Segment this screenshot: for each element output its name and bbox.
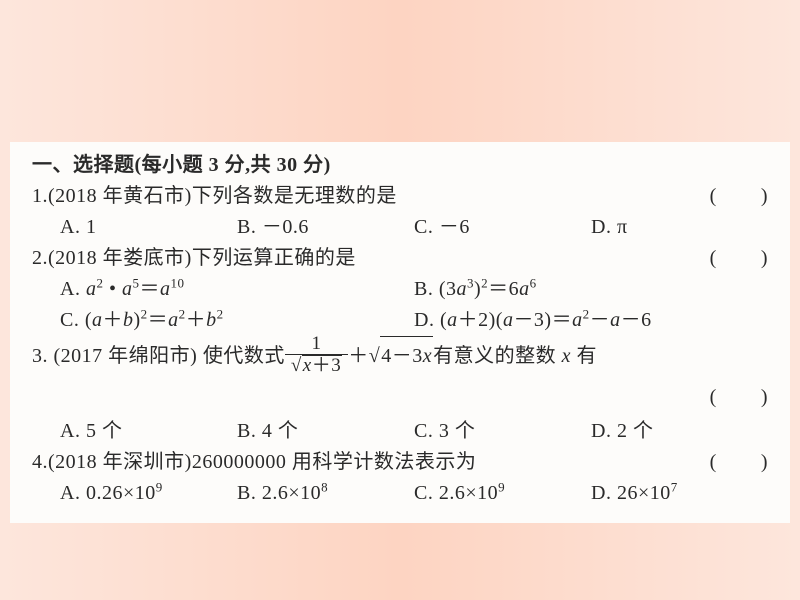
q1-num: 1. [32, 185, 48, 207]
q2-options-row2: C. (a＋b)2＝a2＋b2 D. (a＋2)(a－3)＝a2－a－6 [32, 305, 768, 336]
q1-opt-c: C. －6 [414, 212, 591, 243]
q4-opt-d: D. 26×107 [591, 478, 768, 509]
q4-num: 4. [32, 451, 48, 473]
q1-options: A. 1 B. －0.6 C. －6 D. π [32, 212, 768, 243]
q3-source: (2017 年绵阳市) [54, 345, 198, 367]
question-3: 3. (2017 年绵阳市) 使代数式1x＋3＋4－3x有意义的整数 x 有 (… [32, 336, 768, 447]
q3-num: 3. [32, 345, 48, 367]
q2-opt-c: C. (a＋b)2＝a2＋b2 [60, 305, 414, 336]
q2-opt-a: A. a2 • a5＝a10 [60, 274, 414, 305]
q3-stem-pre: 使代数式 [203, 345, 285, 367]
q3-options: A. 5 个 B. 4 个 C. 3 个 D. 2 个 [32, 416, 768, 447]
q2-opt-d: D. (a＋2)(a－3)＝a2－a－6 [414, 305, 768, 336]
q1-opt-d: D. π [591, 212, 768, 243]
q4-source: (2018 年深圳市) [48, 451, 192, 473]
q4-opt-b: B. 2.6×108 [237, 478, 414, 509]
q4-opt-c: C. 2.6×109 [414, 478, 591, 509]
q2-stem: 下列运算正确的是 [192, 247, 356, 269]
q2-options-row1: A. a2 • a5＝a10 B. (3a3)2＝6a6 [32, 274, 768, 305]
answer-paren: () [710, 181, 768, 212]
q3-opt-c: C. 3 个 [414, 416, 591, 447]
q3-opt-b: B. 4 个 [237, 416, 414, 447]
q4-options: A. 0.26×109 B. 2.6×108 C. 2.6×109 D. 26×… [32, 478, 768, 509]
q1-opt-b: B. －0.6 [237, 212, 414, 243]
q3-radical: 4－3x [369, 336, 433, 375]
q2-num: 2. [32, 247, 48, 269]
q1-source: (2018 年黄石市) [48, 185, 192, 207]
q3-stem-post: 有意义的整数 x 有 [433, 345, 597, 367]
question-2: 2.(2018 年娄底市)下列运算正确的是 () A. a2 • a5＝a10 … [32, 243, 768, 336]
answer-paren: () [710, 243, 768, 274]
q3-opt-a: A. 5 个 [60, 416, 237, 447]
q3-plus: ＋ [348, 345, 369, 367]
q4-opt-a: A. 0.26×109 [60, 478, 237, 509]
q3-opt-d: D. 2 个 [591, 416, 768, 447]
q4-stem: 260000000 用科学计数法表示为 [192, 451, 477, 473]
q1-opt-a: A. 1 [60, 212, 237, 243]
answer-paren: () [710, 447, 768, 478]
q3-fraction: 1x＋3 [285, 334, 348, 376]
section-heading: 一、选择题(每小题 3 分,共 30 分) [32, 150, 768, 181]
exam-paper: 一、选择题(每小题 3 分,共 30 分) 1.(2018 年黄石市)下列各数是… [10, 142, 790, 523]
q1-stem: 下列各数是无理数的是 [192, 185, 397, 207]
answer-paren: () [32, 378, 768, 416]
question-1: 1.(2018 年黄石市)下列各数是无理数的是 () A. 1 B. －0.6 … [32, 181, 768, 243]
q2-source: (2018 年娄底市) [48, 247, 192, 269]
q2-opt-b: B. (3a3)2＝6a6 [414, 274, 768, 305]
question-4: 4.(2018 年深圳市)260000000 用科学计数法表示为 () A. 0… [32, 447, 768, 509]
